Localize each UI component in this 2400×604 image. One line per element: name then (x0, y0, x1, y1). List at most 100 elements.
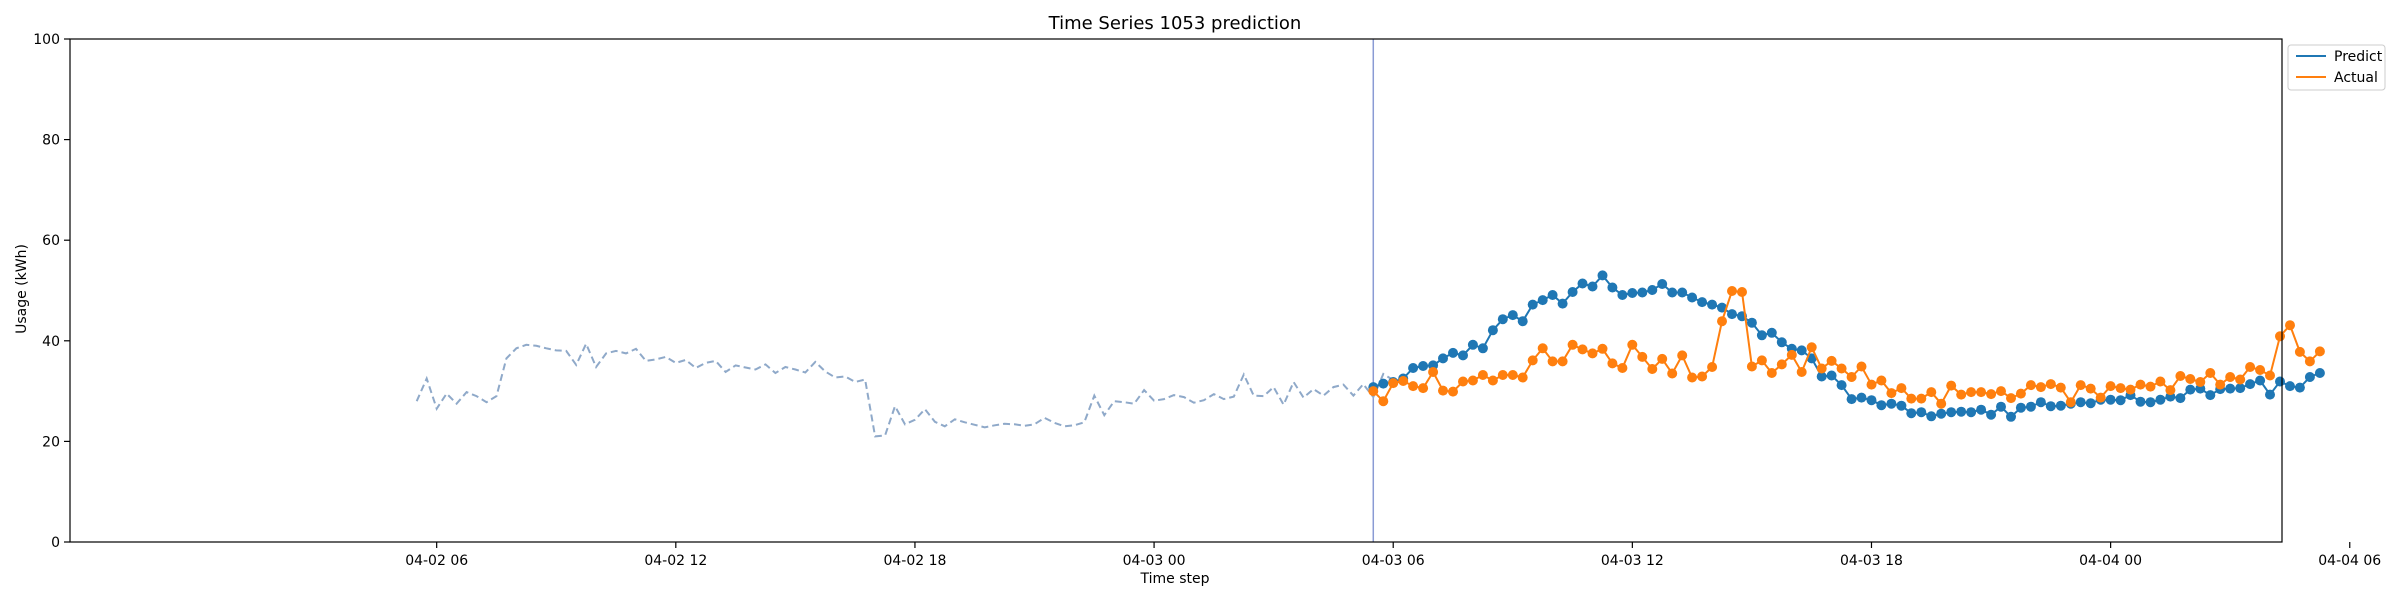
actual-point (1667, 368, 1678, 379)
predict-point (1637, 287, 1648, 298)
predict-point (1697, 297, 1708, 308)
predict-points (1368, 270, 2325, 422)
actual-point (1448, 386, 1458, 397)
actual-point (1786, 349, 1797, 360)
actual-point (1607, 358, 1618, 369)
actual-point (2275, 331, 2285, 342)
actual-point (1866, 379, 1877, 390)
predict-point (2075, 397, 2086, 408)
actual-point (1816, 363, 1827, 374)
actual-point (1467, 375, 1478, 386)
predict-point (2045, 401, 2056, 412)
actual-point (2065, 397, 2076, 408)
y-tick-label: 0 (51, 535, 60, 551)
legend-label-predict: Predict (2334, 49, 2383, 65)
predict-point (1826, 370, 1837, 381)
x-tick-label: 04-04 00 (2079, 553, 2142, 569)
actual-point (2185, 374, 2196, 384)
legend-label-actual: Actual (2334, 70, 2378, 86)
predict-point (1467, 339, 1478, 350)
y-tick-label: 40 (42, 334, 60, 350)
predict-point (1687, 292, 1698, 303)
predict-point (1707, 299, 1718, 310)
actual-point (2304, 356, 2315, 367)
actual-point (1687, 372, 1698, 383)
predict-point (2314, 368, 2325, 378)
actual-point (1986, 389, 1997, 400)
actual-point (1637, 351, 1648, 362)
actual-point (1756, 355, 1767, 366)
predict-point (1846, 394, 1857, 405)
predict-point (1976, 404, 1987, 415)
actual-point (2155, 376, 2166, 387)
axes-frame (69, 38, 2283, 543)
x-tick-label: 04-03 06 (1362, 553, 1425, 569)
actual-point (2165, 385, 2176, 396)
predict-point (1856, 392, 1867, 403)
actual-point (2215, 379, 2226, 390)
predict-point (2265, 389, 2275, 400)
predict-point (1727, 309, 1737, 320)
history-series-line (415, 341, 1394, 438)
predict-point (1866, 395, 1877, 406)
predict-point (1926, 411, 1937, 422)
actual-point (1826, 355, 1837, 366)
actual-point (1886, 388, 1897, 399)
predict-point (1597, 270, 1608, 281)
actual-point (2115, 383, 2126, 394)
actual-point (1936, 398, 1947, 409)
predict-point (1418, 361, 1429, 371)
actual-point (1597, 343, 1608, 354)
actual-point (1428, 367, 1439, 377)
actual-point (2285, 320, 2295, 331)
predict-point (1896, 400, 1907, 411)
predict-point (2006, 411, 2016, 422)
predict-point (2055, 400, 2066, 411)
predict-point (2135, 396, 2146, 407)
predict-point (2035, 397, 2046, 408)
actual-point (2085, 383, 2096, 394)
predict-point (1517, 316, 1528, 327)
actual-point (1547, 356, 1558, 367)
actual-point (1856, 361, 1867, 372)
actual-point (2255, 365, 2266, 375)
predict-point (1657, 279, 1668, 289)
predict-point (2155, 394, 2166, 405)
actual-point (1846, 372, 1857, 382)
predict-point (1527, 299, 1538, 310)
actual-point (1537, 343, 1548, 354)
predict-point (2225, 383, 2236, 394)
legend: Predict Actual (2287, 44, 2386, 91)
actual-point (1617, 363, 1628, 373)
actual-point (2075, 380, 2086, 391)
actual-point (1627, 339, 1638, 350)
predict-point (2205, 390, 2216, 401)
predict-point (1458, 350, 1468, 361)
actual-point (1946, 380, 1957, 391)
axes: 0 20 40 60 80 100 04-02 06 04-02 12 04-02 18 04-0… (33, 32, 2381, 569)
predict-point (1986, 409, 1997, 420)
actual-points (1368, 286, 2325, 409)
actual-point (1438, 385, 1448, 396)
actual-point (1737, 287, 1747, 297)
predict-point (1796, 345, 1807, 356)
predict-point (1756, 330, 1767, 341)
actual-point (2195, 377, 2206, 387)
actual-point (1727, 286, 1737, 296)
actual-point (1746, 361, 1757, 372)
x-tick-label: 04-02 18 (883, 553, 946, 569)
predict-point (1507, 310, 1518, 321)
predict-point (1836, 380, 1847, 391)
actual-point (1477, 370, 1488, 380)
actual-point (1896, 383, 1907, 394)
predict-point (1876, 400, 1887, 411)
actual-point (2135, 379, 2146, 390)
x-axis-label: Time step (1140, 571, 1210, 587)
actual-point (2045, 379, 2056, 390)
predict-point (2294, 382, 2305, 393)
predict-point (1497, 314, 1508, 325)
actual-point (1926, 387, 1937, 398)
actual-point (1717, 316, 1727, 327)
actual-point (2035, 382, 2046, 393)
